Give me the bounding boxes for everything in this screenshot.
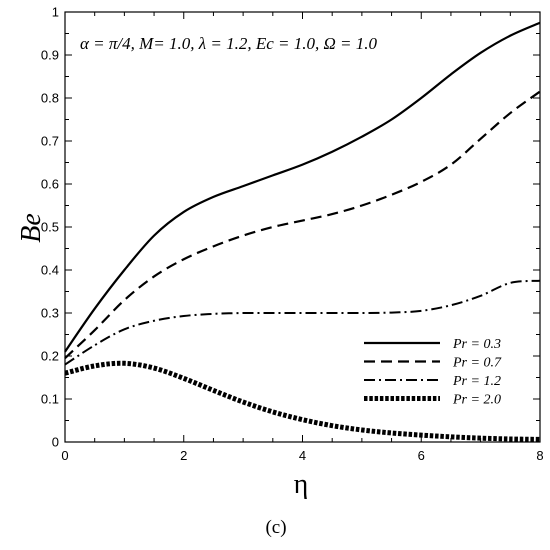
y-tick-label: 0.4 [41,263,59,278]
series-line-4 [64,360,541,442]
legend-label-2: Pr = 0.7 [452,356,502,371]
x-tick-label: 8 [536,448,543,463]
y-tick-label: 0.7 [41,134,59,149]
legend: Pr = 0.3 Pr = 0.7 Pr = 1.2 Pr = 2.0 [364,337,502,408]
x-axis-title: η [294,469,309,500]
x-tick-label: 0 [61,448,68,463]
series-line-1 [64,21,541,353]
x-tick-label: 2 [180,448,187,463]
y-tick-label: 1 [52,5,59,20]
series-line-2 [64,90,541,359]
legend-label-4: Pr = 2.0 [452,393,501,408]
figure-caption: (c) [265,517,286,538]
y-tick-label: 0.9 [41,48,59,63]
series-lines [64,21,541,442]
y-tick-label: 0.8 [41,91,59,106]
x-tick-label: 6 [418,448,425,463]
y-tick-label: 0.5 [41,220,59,235]
tick-labels: 0 2 4 6 8 0 0.1 0.2 0.3 0.4 0.5 0.6 0.7 0.8 0.9 1 [41,5,544,464]
legend-label-3: Pr = 1.2 [452,374,501,389]
y-tick-label: 0.3 [41,306,59,321]
y-tick-label: 0 [52,435,59,450]
y-axis-title: Be [16,213,47,243]
x-tick-label: 4 [299,448,306,463]
axis-ticks [64,11,541,443]
y-tick-label: 0.6 [41,177,59,192]
series-line-3 [64,279,541,366]
legend-label-1: Pr = 0.3 [452,337,501,352]
y-tick-label: 0.1 [41,392,59,407]
y-tick-label: 0.2 [41,349,59,364]
parameter-annotation: α = π/4, M= 1.0, λ = 1.2, Ec = 1.0, Ω = … [80,34,378,53]
